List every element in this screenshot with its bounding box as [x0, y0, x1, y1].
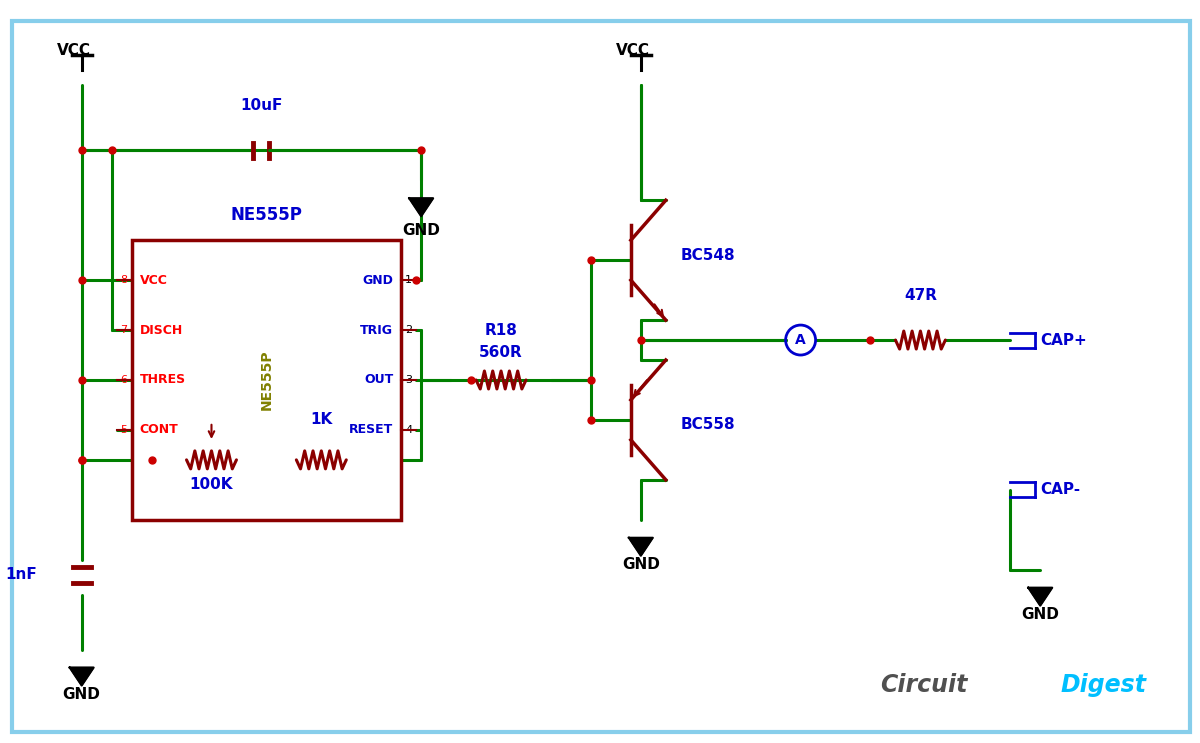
Text: GND: GND [62, 687, 101, 702]
Text: GND: GND [622, 557, 660, 572]
Text: 1nF: 1nF [5, 567, 37, 583]
Text: 7: 7 [120, 325, 127, 335]
Polygon shape [409, 198, 433, 216]
Text: 2: 2 [406, 325, 413, 335]
Text: CAP+: CAP+ [1040, 333, 1087, 348]
Text: VCC: VCC [56, 43, 91, 58]
Text: CAP-: CAP- [1040, 482, 1080, 497]
Text: GND: GND [402, 223, 440, 238]
Text: 560R: 560R [479, 345, 523, 360]
Polygon shape [629, 538, 653, 556]
Text: R18: R18 [485, 322, 517, 337]
Text: RESET: RESET [349, 424, 394, 436]
Text: BC558: BC558 [680, 418, 736, 432]
Text: BC548: BC548 [680, 247, 736, 263]
Text: 5: 5 [121, 425, 127, 435]
Text: NE555P: NE555P [259, 350, 274, 410]
Text: VCC: VCC [616, 43, 650, 58]
Text: 47R: 47R [904, 288, 937, 302]
Text: Digest: Digest [1061, 672, 1146, 696]
Text: 3: 3 [406, 375, 412, 385]
Text: Circuit: Circuit [881, 672, 968, 696]
Text: OUT: OUT [364, 374, 394, 386]
Text: GND: GND [362, 273, 394, 287]
Text: THRES: THRES [139, 374, 186, 386]
Text: CONT: CONT [139, 424, 179, 436]
Text: 1: 1 [406, 275, 412, 285]
Polygon shape [70, 667, 94, 686]
Polygon shape [1028, 588, 1052, 606]
Text: 10uF: 10uF [240, 98, 282, 113]
Text: A: A [796, 333, 806, 347]
Text: 4: 4 [406, 425, 413, 435]
Text: GND: GND [1021, 607, 1060, 622]
FancyBboxPatch shape [132, 240, 401, 520]
Text: DISCH: DISCH [139, 323, 182, 337]
Text: VCC: VCC [139, 273, 168, 287]
Text: 8: 8 [120, 275, 127, 285]
Text: 1K: 1K [310, 412, 332, 427]
Text: TRIG: TRIG [360, 323, 394, 337]
Text: NE555P: NE555P [230, 207, 302, 224]
Text: 100K: 100K [190, 477, 233, 493]
Text: 6: 6 [121, 375, 127, 385]
